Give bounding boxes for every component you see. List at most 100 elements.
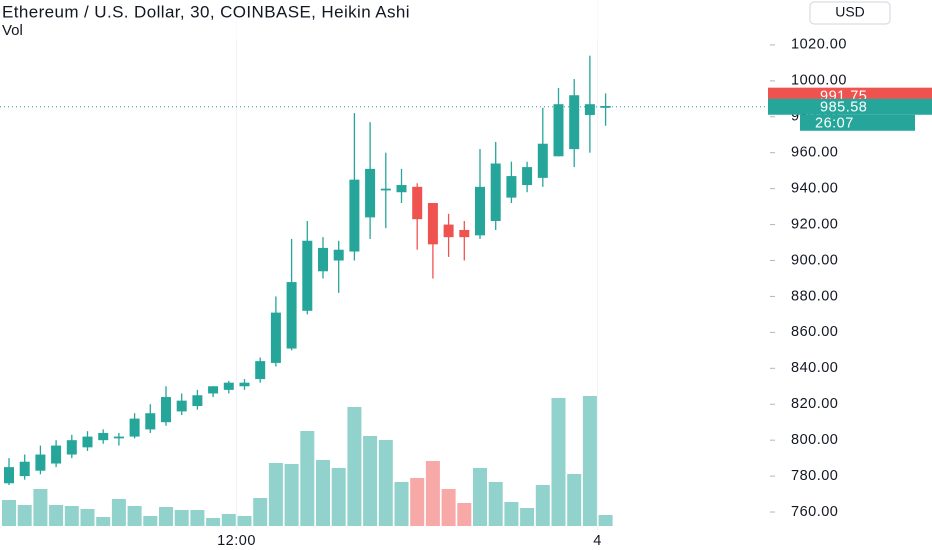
candle-body bbox=[19, 461, 30, 477]
volume-bar bbox=[473, 468, 487, 526]
candle-body bbox=[490, 163, 501, 221]
volume-bar bbox=[425, 461, 440, 526]
candle-body bbox=[51, 445, 62, 464]
volume-bar bbox=[363, 436, 378, 526]
volume-bar bbox=[410, 478, 425, 526]
price-marker bbox=[768, 98, 932, 115]
candle-body bbox=[208, 386, 219, 394]
volume-bar bbox=[49, 505, 64, 526]
candle-body bbox=[569, 95, 580, 150]
y-tick-label: 960.00 bbox=[791, 145, 838, 161]
legend-backdrop bbox=[0, 0, 768, 40]
x-tick-label: 4 bbox=[593, 533, 602, 549]
volume-bar bbox=[96, 517, 111, 526]
candle-body bbox=[239, 382, 250, 387]
volume-bar bbox=[190, 510, 205, 526]
volume-bar bbox=[127, 506, 142, 526]
candle-body bbox=[176, 400, 187, 412]
candle-body bbox=[35, 454, 46, 471]
volume-bar bbox=[551, 398, 566, 526]
candle-body bbox=[396, 185, 407, 193]
volume-bar bbox=[598, 515, 613, 526]
candle-body bbox=[66, 440, 77, 455]
candle-body bbox=[443, 224, 454, 238]
candle-body bbox=[412, 186, 423, 220]
y-tick-label: 840.00 bbox=[791, 360, 838, 376]
y-tick-label: 940.00 bbox=[791, 180, 838, 196]
x-tick-label: 12:00 bbox=[217, 533, 256, 549]
candle-body bbox=[145, 413, 156, 430]
candle-body bbox=[270, 312, 281, 363]
volume-bar bbox=[300, 431, 315, 526]
candle-body bbox=[522, 167, 533, 186]
candle-body bbox=[82, 436, 93, 448]
volume-pane bbox=[2, 396, 613, 526]
price-marker-label: 985.58 bbox=[820, 100, 867, 116]
candle-body bbox=[192, 395, 203, 407]
volume-bar bbox=[237, 516, 252, 526]
volume-bar bbox=[17, 505, 32, 526]
y-tick-label: 920.00 bbox=[791, 216, 838, 232]
volume-bar bbox=[331, 468, 346, 526]
candle-body bbox=[553, 104, 564, 157]
candle-body bbox=[459, 229, 470, 238]
volume-bar bbox=[221, 514, 236, 526]
volume-bar bbox=[582, 396, 597, 526]
volume-bar bbox=[143, 516, 158, 526]
candle-body bbox=[129, 418, 140, 437]
volume-bar bbox=[441, 489, 456, 526]
candle-body bbox=[600, 106, 611, 108]
volume-bar bbox=[64, 506, 79, 526]
volume-bar bbox=[80, 509, 95, 526]
volume-bar bbox=[159, 507, 173, 526]
countdown-box bbox=[800, 114, 915, 131]
candle-body bbox=[113, 436, 124, 439]
volume-bar bbox=[504, 502, 519, 526]
volume-bar bbox=[206, 518, 221, 526]
volume-bar bbox=[111, 499, 126, 526]
grid bbox=[0, 0, 770, 530]
y-tick-label: 800.00 bbox=[791, 432, 838, 448]
y-tick-label: 760.00 bbox=[791, 504, 838, 520]
volume-bar bbox=[567, 474, 582, 526]
candle-body bbox=[223, 382, 234, 390]
price-axis: 760.00 780.00 800.00 820.00 840.00 860.00 880.… bbox=[217, 37, 932, 549]
currency-button[interactable] bbox=[809, 1, 891, 25]
candle-body bbox=[255, 361, 266, 380]
volume-label: Vol bbox=[2, 22, 23, 39]
y-tick-label: 860.00 bbox=[791, 324, 838, 340]
candle-body bbox=[365, 168, 376, 218]
candle-body bbox=[4, 467, 14, 484]
candle-body bbox=[302, 240, 313, 311]
volume-bar bbox=[347, 407, 362, 526]
volume-bar bbox=[394, 482, 409, 526]
candle-body bbox=[286, 282, 297, 349]
volume-bar bbox=[268, 463, 283, 526]
candle-body bbox=[333, 249, 344, 261]
y-tick-label: 820.00 bbox=[791, 396, 838, 412]
candle-body bbox=[349, 179, 360, 252]
countdown: 26:07 bbox=[815, 116, 854, 132]
volume-bar bbox=[174, 510, 189, 526]
volume-bar bbox=[378, 440, 393, 526]
volume-bar bbox=[253, 498, 268, 526]
candle-body bbox=[161, 397, 171, 423]
y-tick-label: 780.00 bbox=[791, 468, 838, 484]
candle-body bbox=[506, 176, 517, 198]
y-tick-label: 900.00 bbox=[791, 252, 838, 268]
y-tick-label: 880.00 bbox=[791, 288, 838, 304]
candle-body bbox=[380, 188, 391, 191]
candle-body bbox=[584, 104, 595, 115]
chart-title: Ethereum / U.S. Dollar, 30, COINBASE, He… bbox=[2, 2, 410, 21]
volume-bar bbox=[488, 482, 503, 526]
currency-label: USD bbox=[835, 4, 865, 20]
candles bbox=[4, 55, 611, 486]
volume-bar bbox=[520, 508, 535, 526]
volume-bar bbox=[457, 503, 472, 526]
volume-bar bbox=[2, 500, 16, 526]
y-tick-label: 1000.00 bbox=[791, 73, 847, 89]
y-tick-label: 1020.00 bbox=[791, 37, 847, 53]
volume-bar bbox=[535, 485, 550, 526]
candle-body bbox=[475, 186, 485, 236]
